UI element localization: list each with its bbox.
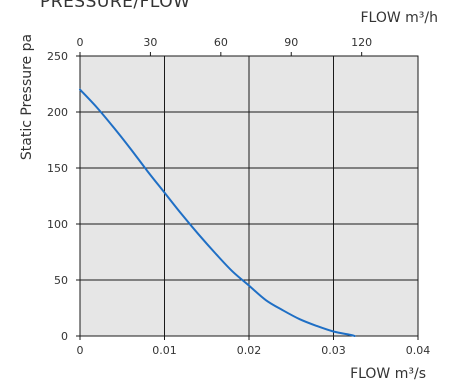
data-point xyxy=(280,308,285,313)
tick-labels: 0 0.01 0.02 0.03 0.04 0 30 60 90 120 0 50 100 150 200 2… xyxy=(47,36,430,357)
data-point xyxy=(179,211,184,216)
y-axis-title: Static Pressure pa xyxy=(19,34,35,160)
x2-tick-label: 60 xyxy=(214,36,228,49)
data-point xyxy=(352,334,357,339)
y-tick-label: 200 xyxy=(47,106,68,119)
x-tick-label: 0 xyxy=(77,344,84,357)
chart-title: PRESSURE/FLOW xyxy=(40,0,190,12)
y-tick-label: 50 xyxy=(54,274,68,287)
x2-tick-label: 90 xyxy=(284,36,298,49)
y-tick-label: 150 xyxy=(47,162,68,175)
data-point xyxy=(196,232,201,237)
data-point xyxy=(331,329,336,334)
y-tick-label: 0 xyxy=(61,330,68,343)
data-point xyxy=(230,269,235,274)
x2-tick-label: 120 xyxy=(351,36,372,49)
pressure-curve xyxy=(79,88,356,337)
x-tick-label: 0.01 xyxy=(152,344,177,357)
x2-tick-label: 0 xyxy=(77,36,84,49)
x-tick-label: 0.02 xyxy=(237,344,262,357)
data-point xyxy=(111,125,116,130)
x2-axis-title: FLOW m³/h xyxy=(360,10,438,26)
data-point xyxy=(348,332,353,337)
data-point xyxy=(94,105,99,110)
data-point xyxy=(297,317,302,322)
y-tick-label: 250 xyxy=(47,50,68,63)
x-axis-title: FLOW m³/s xyxy=(350,366,426,382)
x-tick-label: 0.03 xyxy=(321,344,346,357)
data-point xyxy=(314,323,319,328)
data-point xyxy=(145,169,150,174)
y-tick-label: 100 xyxy=(47,218,68,231)
data-point xyxy=(263,298,268,303)
x2-tick-label: 30 xyxy=(143,36,157,49)
data-point xyxy=(128,146,133,151)
x-tick-label: 0.04 xyxy=(406,344,431,357)
data-point xyxy=(78,87,83,92)
series-layer xyxy=(78,87,357,339)
grid-lines xyxy=(76,52,419,340)
data-point xyxy=(213,251,218,256)
data-point xyxy=(162,190,167,195)
data-point xyxy=(247,283,252,288)
